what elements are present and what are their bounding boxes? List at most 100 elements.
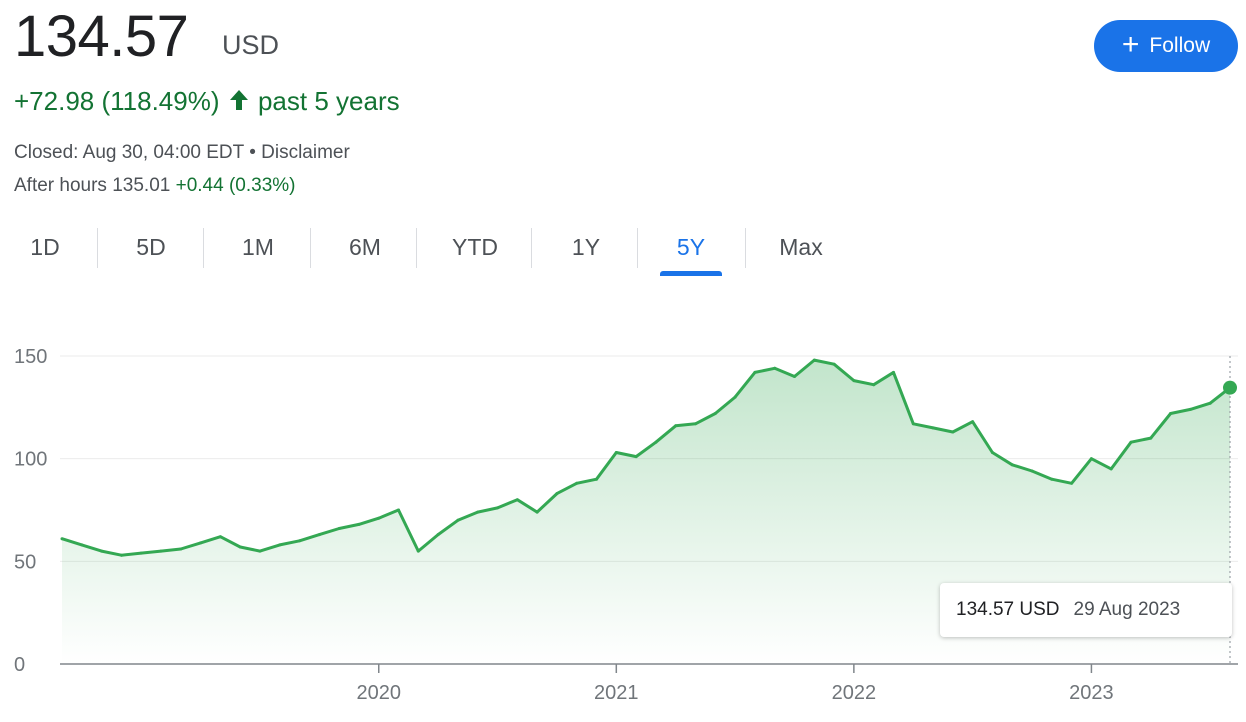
data-point	[515, 498, 519, 502]
data-point	[119, 553, 123, 557]
price-area	[62, 360, 1230, 664]
data-point	[892, 370, 895, 374]
data-point	[337, 527, 341, 530]
tooltip-date: 29 Aug 2023	[1073, 599, 1181, 620]
price-chart[interactable]: 0 50 100 150 2020 2021 2022 2023	[0, 330, 1246, 722]
follow-button[interactable]: + Follow	[1094, 20, 1238, 72]
data-point	[139, 551, 143, 555]
data-point	[278, 543, 282, 547]
follow-label: Follow	[1149, 34, 1211, 57]
data-point	[357, 522, 361, 526]
tab-divider	[745, 228, 746, 268]
tab-ytd[interactable]: YTD	[452, 233, 498, 260]
data-point	[1169, 412, 1173, 415]
data-point	[555, 492, 559, 496]
x-tick-label: 2022	[832, 682, 877, 704]
x-axis: 2020 2021 2022 2023	[356, 664, 1114, 704]
data-point	[911, 422, 915, 426]
data-point	[694, 422, 697, 426]
data-point	[713, 412, 717, 415]
data-point	[1228, 386, 1232, 390]
data-point	[317, 533, 321, 537]
after-hours-change: +0.44 (0.33%)	[175, 175, 296, 196]
data-point	[416, 549, 420, 553]
data-point	[535, 510, 539, 514]
tab-divider	[97, 228, 98, 268]
y-tick-label: 100	[14, 449, 47, 471]
tab-divider	[416, 228, 417, 268]
data-point	[674, 424, 678, 428]
data-point	[298, 539, 302, 543]
data-point	[60, 537, 64, 541]
data-point	[80, 543, 84, 547]
tooltip-price: 134.57 USD	[956, 599, 1060, 620]
data-point	[1030, 469, 1034, 473]
data-point	[614, 451, 618, 454]
data-point	[595, 477, 598, 481]
tab-6m[interactable]: 6M	[349, 233, 381, 260]
plus-icon: +	[1121, 27, 1140, 61]
data-point	[931, 426, 935, 430]
current-price: 134.57	[14, 4, 189, 69]
data-point	[377, 516, 381, 520]
data-point	[812, 358, 816, 362]
data-point	[1010, 463, 1014, 467]
data-point	[179, 547, 183, 551]
data-point	[575, 481, 579, 485]
data-point	[436, 533, 440, 537]
data-point	[258, 549, 262, 553]
x-tick-label: 2020	[356, 682, 401, 704]
x-tick-label: 2023	[1069, 682, 1114, 704]
tab-1d[interactable]: 1D	[30, 233, 60, 260]
data-point	[971, 420, 975, 424]
tab-divider	[310, 228, 311, 268]
price-change: +72.98 (118.49%) past 5 years	[14, 86, 400, 117]
data-point	[773, 366, 777, 370]
data-point	[100, 549, 104, 553]
x-tick-label: 2021	[594, 682, 639, 704]
data-point	[456, 518, 460, 522]
time-range-tabs: 1D 5D 1M 6M YTD 1Y 5Y Max	[0, 224, 860, 276]
data-point	[990, 451, 994, 454]
y-tick-label: 150	[14, 346, 47, 368]
data-point	[1208, 401, 1212, 405]
data-point	[218, 535, 222, 539]
tab-5y[interactable]: 5Y	[660, 224, 722, 270]
tab-divider	[637, 228, 638, 268]
data-point	[159, 549, 163, 553]
price-line	[61, 358, 1231, 557]
data-point	[1070, 481, 1074, 485]
data-point	[753, 370, 757, 374]
data-point	[1050, 477, 1054, 481]
data-points	[60, 358, 1232, 557]
currency-label: USD	[222, 30, 280, 60]
hover-tooltip: 134.57 USD 29 Aug 2023	[940, 583, 1232, 637]
data-point	[733, 395, 737, 399]
data-point	[1149, 436, 1153, 440]
data-point	[872, 383, 876, 387]
after-hours-price: After hours 135.01	[14, 175, 171, 196]
change-period: past 5 years	[257, 86, 400, 116]
data-point	[397, 508, 400, 512]
y-tick-label: 50	[14, 551, 36, 573]
data-point	[832, 362, 836, 366]
tab-1y[interactable]: 1Y	[571, 233, 601, 260]
change-value: +72.98 (118.49%)	[14, 86, 220, 116]
data-point	[1109, 467, 1113, 471]
tab-5d[interactable]: 5D	[136, 233, 166, 260]
y-tick-label: 0	[14, 654, 25, 676]
data-point	[1129, 440, 1133, 444]
data-point	[1089, 457, 1093, 461]
data-point	[852, 379, 856, 383]
data-point	[199, 541, 203, 545]
tab-max[interactable]: Max	[779, 233, 823, 260]
closed-status: Closed: Aug 30, 04:00 EDT • Disclaimer	[14, 142, 350, 163]
data-point	[634, 455, 638, 459]
tab-1m[interactable]: 1M	[242, 233, 274, 260]
data-point	[476, 510, 480, 514]
data-point	[496, 506, 499, 510]
data-point	[1188, 407, 1192, 411]
tab-divider	[531, 228, 532, 268]
data-point	[951, 430, 955, 434]
y-axis-labels: 0 50 100 150	[14, 346, 47, 676]
